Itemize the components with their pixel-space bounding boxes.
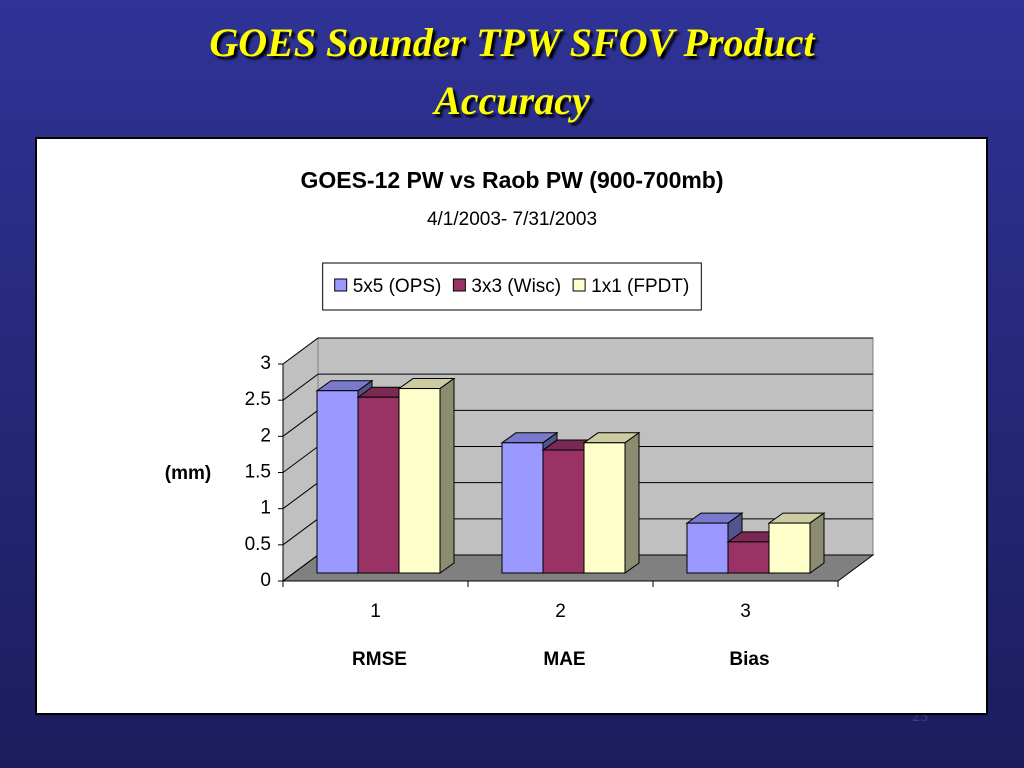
legend-swatch (334, 278, 348, 292)
bar-side (624, 431, 640, 574)
bar (316, 390, 359, 574)
y-tick-label: 2 (260, 425, 271, 446)
grid-line (282, 409, 319, 437)
y-tick-label: 2.5 (245, 389, 271, 410)
bar (768, 522, 811, 574)
legend (322, 262, 702, 311)
grid-line (282, 482, 319, 510)
x-tick-label: 2 (555, 601, 566, 622)
legend-swatch (572, 278, 586, 292)
y-axis-label: (mm) (165, 463, 211, 484)
grid-line (282, 337, 319, 365)
grid-line (282, 446, 319, 473)
y-tick-label: 1 (260, 498, 271, 519)
y-tick-label: 0.5 (245, 534, 271, 555)
bar (398, 388, 441, 574)
bar (686, 522, 729, 574)
bar-side (439, 377, 455, 574)
legend-swatch (452, 278, 466, 292)
x-tick-label: 1 (370, 601, 381, 622)
bar-side (809, 512, 825, 574)
y-tick-label: 3 (260, 353, 271, 374)
chart-title: GOES-12 PW vs Raob PW (900-700mb) (300, 167, 723, 193)
category-label: MAE (543, 649, 585, 670)
legend-label: 3x3 (Wisc) (471, 276, 561, 297)
grid-line (282, 518, 319, 546)
category-label: Bias (729, 649, 769, 670)
bar (501, 442, 544, 574)
grid-line (282, 554, 319, 582)
bar (542, 449, 585, 574)
bar (357, 396, 400, 574)
category-label: RMSE (352, 649, 407, 670)
y-tick-label: 1.5 (245, 462, 271, 483)
legend-label: 1x1 (FPDT) (591, 276, 689, 297)
bar (583, 442, 626, 574)
bar (727, 541, 770, 574)
slide-title: GOES Sounder TPW SFOV Product Accuracy (209, 20, 815, 123)
grid-line (282, 373, 319, 401)
y-tick-label: 0 (260, 570, 271, 591)
x-tick-label: 3 (740, 601, 751, 622)
chart-subtitle: 4/1/2003- 7/31/2003 (427, 209, 597, 230)
legend-label: 5x5 (OPS) (353, 276, 442, 297)
